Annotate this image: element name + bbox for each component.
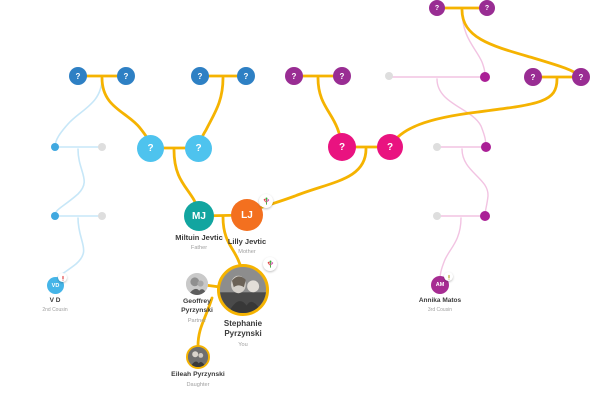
unknown-ancestor-node[interactable]: ? [69,67,87,85]
father-label: Miltuin Jevtic Father [169,233,229,251]
second-cousin-subtitle: 2nd Cousin [42,307,68,314]
you-name: Stephanie Pyrzynski [223,319,263,339]
connector-gg-drop-top-right [460,8,583,79]
mother-initials: LJ [241,209,253,221]
third-cousin-name: Annika Matos [418,297,462,304]
hint-icon [61,275,64,281]
hint-icon [447,274,450,280]
father-node[interactable]: MJ [184,201,214,231]
unknown-ancestor-node[interactable]: ? [237,67,255,85]
family-tree-hint-icon [263,196,269,205]
collapsed-relative-dot[interactable] [98,143,106,151]
collapsed-relative-dot[interactable] [433,212,441,220]
daughter-photo [188,347,208,367]
daughter-name: Eileah Pyrzynski [171,371,225,378]
collapsed-relative-dot[interactable] [480,211,490,221]
unknown-ancestor-node[interactable]: ? [429,0,445,16]
partner-photo [186,273,208,295]
partner-name: Geoffrey Pyrzynski [181,298,213,314]
collapsed-relative-dot[interactable] [98,212,106,220]
third-cousin-subtitle: 3rd Cousin [427,307,453,314]
connector-cousin-left-2 [54,148,85,217]
partner-subtitle: Partner [187,317,207,324]
connector-cousin-right-3 [461,148,489,217]
second-cousin-name: V D [49,297,61,304]
unknown-ancestor-node[interactable]: ? [479,0,495,16]
you-photo [220,267,266,313]
father-name: Miltuin Jevtic [175,233,223,242]
mother-label: Lilly Jevtic Mother [217,237,277,255]
collapsed-relative-dot[interactable] [480,72,490,82]
father-initials: MJ [192,210,206,222]
daughter-subtitle: Daughter [186,381,210,388]
mother-tree-hint-badge[interactable] [259,194,273,208]
unknown-ancestor-node[interactable]: ? [572,68,590,86]
third-cousin-hint-badge[interactable] [444,272,453,281]
unknown-grandparent-node[interactable]: ? [137,135,164,162]
unknown-ancestor-node[interactable]: ? [117,67,135,85]
unknown-ancestor-node[interactable]: ? [285,67,303,85]
collapsed-relative-dot[interactable] [385,72,393,80]
second-cousin-label: V D 2nd Cousin [25,297,85,313]
you-tree-hint-badge[interactable] [263,257,277,271]
unknown-ancestor-node[interactable]: ? [524,68,542,86]
unknown-ancestor-node[interactable]: ? [333,67,351,85]
unknown-grandparent-node[interactable]: ? [328,133,356,161]
father-subtitle: Father [190,244,208,251]
connector-sweep-right [388,77,559,149]
you-label: Stephanie Pyrzynski You [208,319,278,348]
unknown-grandparent-node[interactable]: ? [185,135,212,162]
connector-cousin-right-4 [439,217,462,281]
partner-node[interactable] [186,273,208,295]
collapsed-relative-dot[interactable] [481,142,491,152]
collapsed-relative-dot[interactable] [433,143,441,151]
you-subtitle: You [238,341,248,348]
third-cousin-initials: AM [435,282,445,288]
third-cousin-label: Annika Matos 3rd Cousin [410,297,470,313]
mother-node[interactable]: LJ [231,199,263,231]
unknown-ancestor-node[interactable]: ? [191,67,209,85]
collapsed-relative-dot[interactable] [51,143,59,151]
connector-cousin-right-1 [461,9,486,78]
unknown-grandparent-node[interactable]: ? [377,134,403,160]
you-node[interactable] [217,264,269,316]
second-cousin-initials: VD [51,282,60,289]
connector-cousin-left-1 [54,77,103,148]
mother-subtitle: Mother [238,248,256,255]
connector-cousin-right-2 [436,78,487,148]
collapsed-relative-dot[interactable] [51,212,59,220]
family-tree-hint-icon [267,259,273,268]
daughter-node[interactable] [186,345,210,369]
daughter-label: Eileah Pyrzynski Daughter [168,371,228,388]
second-cousin-hint-badge[interactable] [58,273,67,282]
mother-name: Lilly Jevtic [227,237,267,246]
third-cousin-node[interactable]: AM [431,276,449,294]
partner-label: Geoffrey Pyrzynski Partner [167,298,227,324]
